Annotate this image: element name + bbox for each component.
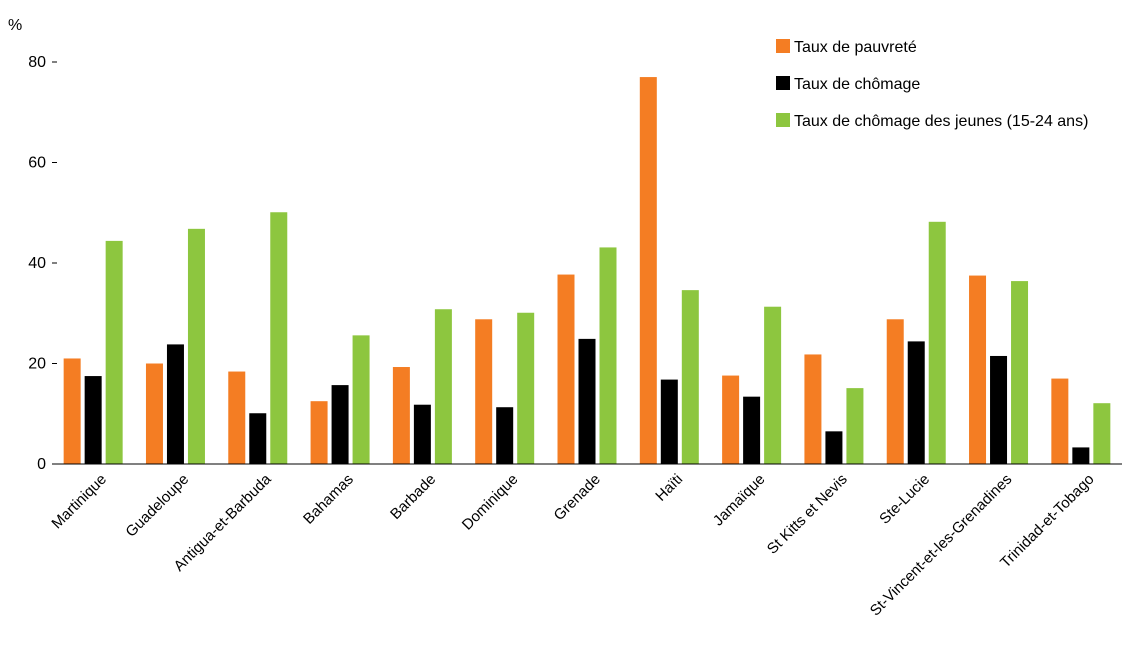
x-tick-label: Jamaïque <box>710 471 769 530</box>
bar-series-2-0 <box>84 376 102 464</box>
y-tick-label: 40 <box>28 255 46 272</box>
bar-series-3-11 <box>1011 281 1029 464</box>
x-tick-label: St Kitts et Nevis <box>764 471 851 558</box>
x-tick-label: Haïti <box>652 471 686 505</box>
bar-series-1-8 <box>722 375 740 464</box>
bar-series-1-7 <box>639 77 657 464</box>
bar-series-1-10 <box>886 319 904 464</box>
bar-series-2-10 <box>907 341 925 464</box>
y-axis-unit-label: % <box>8 17 22 34</box>
legend-label-1: Taux de pauvreté <box>794 39 917 56</box>
y-tick-label: 60 <box>28 155 46 172</box>
legend: Taux de pauvreté Taux de chômage Taux de c… <box>776 39 1088 130</box>
bar-series-3-6 <box>599 247 617 464</box>
bar-series-1-2 <box>228 371 246 464</box>
legend-swatch-2 <box>776 76 790 90</box>
bar-series-3-1 <box>187 228 205 464</box>
bar-series-3-2 <box>270 212 288 464</box>
bar-series-1-4 <box>392 367 410 464</box>
bar-series-2-11 <box>990 355 1008 464</box>
x-tick-label: Ste-Lucie <box>876 471 933 528</box>
bar-series-3-12 <box>1093 403 1111 464</box>
bar-series-2-5 <box>496 407 514 464</box>
legend-swatch-1 <box>776 39 790 53</box>
bar-series-1-12 <box>1051 378 1069 464</box>
bars <box>63 77 1111 464</box>
legend-label-3: Taux de chômage des jeunes (15-24 ans) <box>794 113 1088 130</box>
x-tick-label: Bahamas <box>300 471 357 528</box>
x-tick-label: St-Vincent-et-les-Grenadines <box>867 471 1016 620</box>
bar-series-3-7 <box>681 290 699 464</box>
bar-series-3-0 <box>105 240 123 464</box>
x-tick-label: Guadeloupe <box>122 471 192 541</box>
y-axis-ticks: 0 20 40 60 80 <box>28 54 57 473</box>
y-tick-label: 80 <box>28 54 46 71</box>
bar-series-2-1 <box>166 344 184 464</box>
bar-series-1-6 <box>557 274 575 464</box>
bar-series-1-0 <box>63 358 81 464</box>
bar-series-3-5 <box>517 312 535 464</box>
bar-series-1-5 <box>475 319 493 464</box>
x-tick-label: Martinique <box>48 471 110 533</box>
bar-series-2-4 <box>413 404 431 464</box>
bar-series-2-9 <box>825 431 843 464</box>
legend-swatch-3 <box>776 113 790 127</box>
x-tick-label: Barbade <box>387 471 439 523</box>
bar-series-3-9 <box>846 388 864 464</box>
bar-series-1-11 <box>969 275 987 464</box>
x-tick-label: Grenade <box>551 471 604 524</box>
bar-series-2-3 <box>331 385 349 464</box>
bar-series-3-8 <box>764 306 782 464</box>
bar-series-2-6 <box>578 338 596 464</box>
bar-series-2-7 <box>660 379 678 464</box>
bar-series-2-8 <box>743 396 761 464</box>
bar-series-2-12 <box>1072 447 1090 464</box>
bar-series-3-3 <box>352 335 370 464</box>
x-tick-label: Dominique <box>459 471 522 534</box>
bar-series-3-4 <box>434 309 452 464</box>
bar-series-1-9 <box>804 354 822 464</box>
bar-series-2-2 <box>249 413 267 464</box>
bar-series-3-10 <box>928 221 946 464</box>
bar-series-1-3 <box>310 401 328 464</box>
legend-label-2: Taux de chômage <box>794 76 920 93</box>
y-tick-label: 0 <box>37 456 46 473</box>
bar-series-1-1 <box>145 363 163 464</box>
y-tick-label: 20 <box>28 356 46 373</box>
